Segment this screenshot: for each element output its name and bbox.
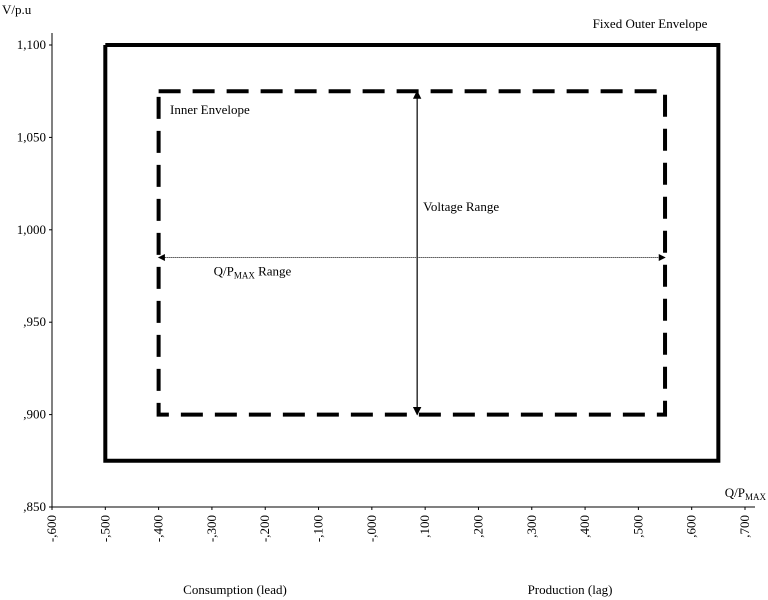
region-label: Production (lag) — [528, 582, 613, 597]
y-tick-label: 1,000 — [17, 222, 46, 237]
x-tick-label: -,300 — [204, 515, 219, 542]
x-tick-label: -,100 — [311, 515, 326, 542]
x-tick-label: ,300 — [524, 515, 539, 538]
x-tick-label: ,600 — [684, 515, 699, 538]
x-tick-label: ,100 — [417, 515, 432, 538]
envelope — [103, 43, 721, 463]
x-axis-label: Q/PMAX — [725, 485, 767, 502]
x-tick-label: ,700 — [737, 515, 752, 538]
x-tick-label: ,500 — [630, 515, 645, 538]
envelope — [156, 89, 668, 417]
region-label: Consumption (lead) — [183, 582, 287, 597]
envelope-label: Fixed Outer Envelope — [593, 16, 708, 31]
x-tick-label: -,400 — [151, 515, 166, 542]
x-tick-label: ,400 — [577, 515, 592, 538]
y-tick-label: 1,050 — [17, 129, 46, 144]
x-tick-label: -,500 — [97, 515, 112, 542]
x-tick-label: ,200 — [470, 515, 485, 538]
y-tick-label: ,850 — [23, 499, 46, 514]
arrow-label-sub: MAX — [234, 271, 256, 281]
y-axis-label: V/p.u — [2, 2, 32, 17]
y-tick-label: 1,100 — [17, 37, 46, 52]
x-axis-label-part: Q/P — [725, 485, 745, 500]
arrow-label: Q/PMAX Range — [214, 264, 292, 281]
arrow-label: Voltage Range — [423, 199, 499, 214]
x-tick-label: -,000 — [364, 515, 379, 542]
envelope-label: Inner Envelope — [170, 102, 250, 117]
arrow-label-part: Voltage Range — [423, 199, 499, 214]
arrow-label-part: Range — [255, 264, 292, 279]
y-tick-label: ,900 — [23, 407, 46, 422]
x-tick-label: -,200 — [257, 515, 272, 542]
x-tick-label: -,600 — [44, 515, 59, 542]
arrow-label-part: Q/P — [214, 264, 234, 279]
x-axis-label-sub: MAX — [745, 492, 767, 502]
y-tick-label: ,950 — [23, 314, 46, 329]
